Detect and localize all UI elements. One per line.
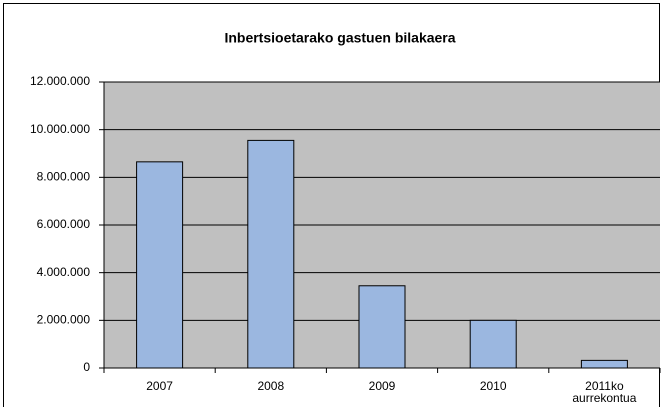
y-tick-label: 10.000.000 [30,122,90,136]
x-tick-label: 2009 [368,379,396,393]
y-tick-label: 6.000.000 [37,217,91,231]
x-tick-label: 2008 [257,379,285,393]
x-tick-label: 2007 [146,379,173,393]
y-tick-label: 8.000.000 [37,170,91,184]
y-tick-label: 2.000.000 [37,313,91,327]
bar [247,139,295,369]
bar [469,319,517,369]
bar [136,161,184,369]
chart-title: Inbertsioetarako gastuen bilakaera [224,30,455,46]
x-tick-label: 2011ko aurrekontua [572,379,637,405]
y-tick-label: 0 [83,360,90,374]
y-tick-label: 4.000.000 [37,265,91,279]
bar [580,359,628,369]
bar [358,285,406,369]
x-tick-label: 2010 [479,379,507,393]
y-tick-label: 12.000.000 [30,74,90,88]
